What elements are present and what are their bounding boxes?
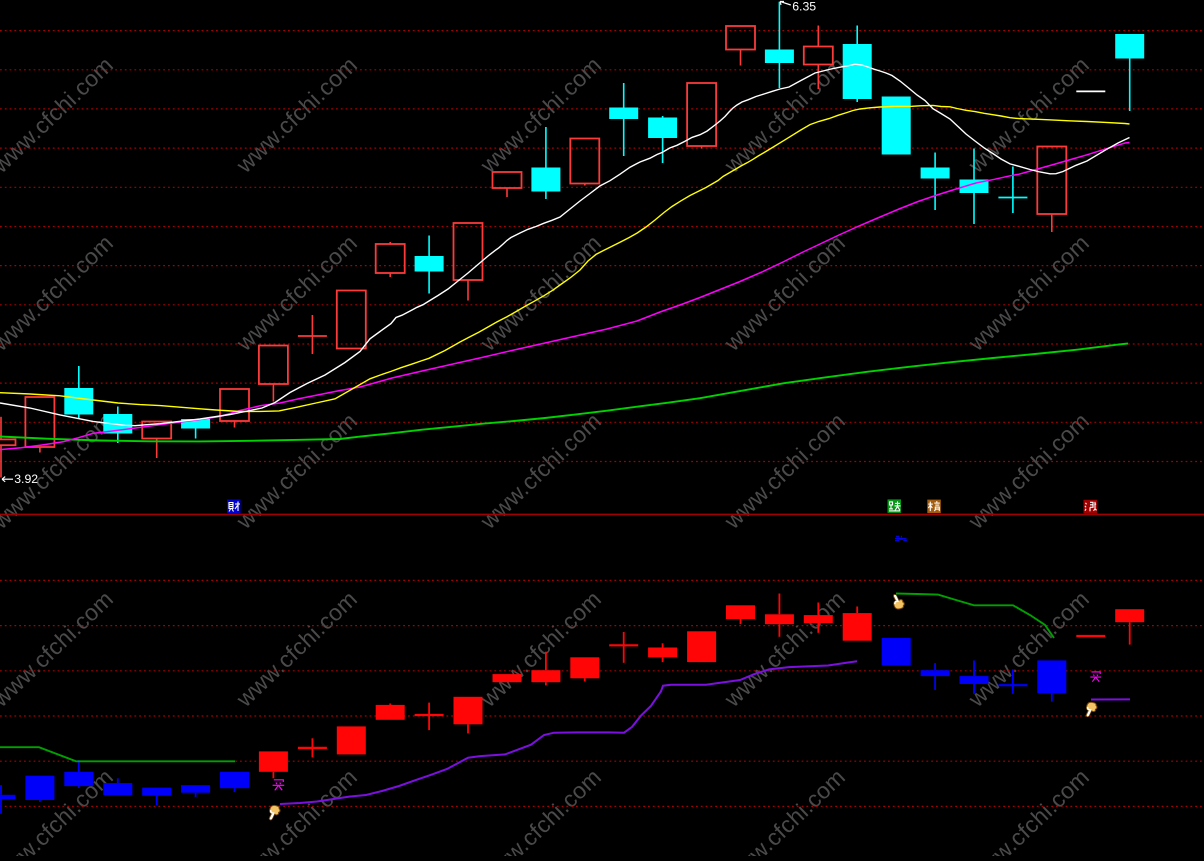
svg-text:6.35: 6.35 xyxy=(792,0,816,13)
svg-text:3.92: 3.92 xyxy=(14,472,38,486)
